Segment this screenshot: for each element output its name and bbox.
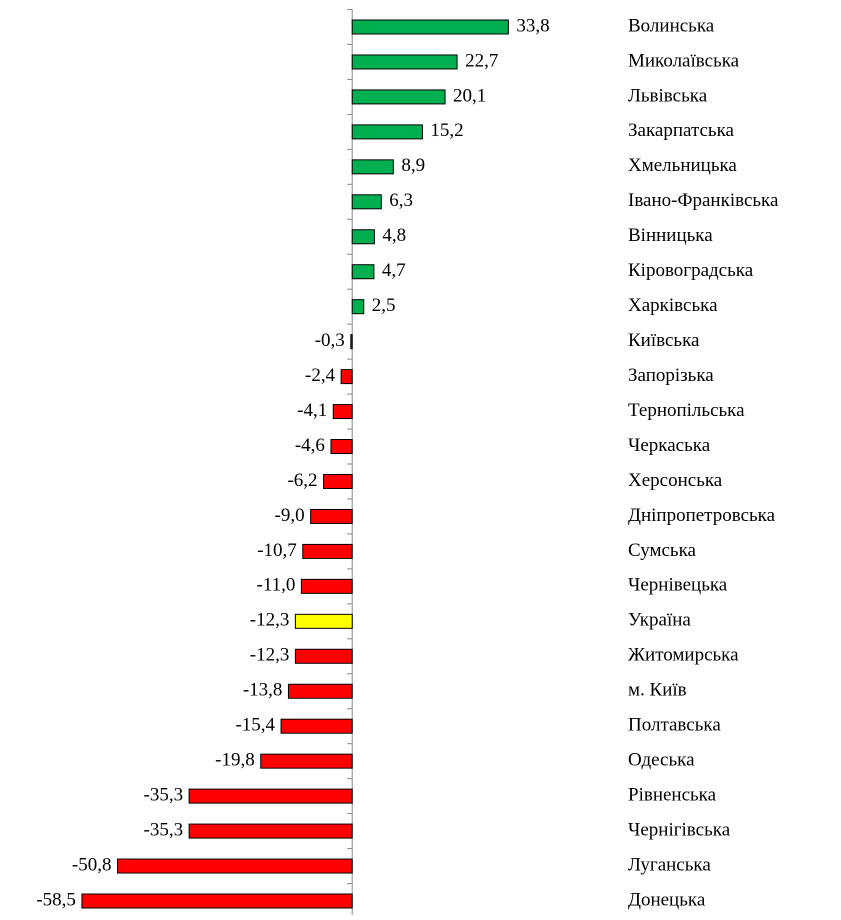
value-label: 33,8 xyxy=(516,15,549,36)
value-label: -50,8 xyxy=(72,854,112,875)
value-label: -19,8 xyxy=(215,750,255,771)
value-label: 4,7 xyxy=(382,260,406,281)
value-label: -2,4 xyxy=(305,365,336,386)
category-label: Донецька xyxy=(628,889,706,910)
category-label: Чернігівська xyxy=(628,819,731,840)
category-label: Запорізька xyxy=(628,365,714,386)
value-label: -9,0 xyxy=(275,505,305,526)
category-label: Черкаська xyxy=(628,435,711,456)
category-label: Волинська xyxy=(628,15,715,36)
value-label: -4,6 xyxy=(295,435,325,456)
bar xyxy=(351,194,382,210)
category-label: Полтавська xyxy=(628,715,721,736)
bar xyxy=(340,369,353,385)
bar xyxy=(260,753,353,769)
bar xyxy=(310,508,353,524)
bar xyxy=(351,89,446,105)
bar xyxy=(294,613,353,629)
value-label: -12,3 xyxy=(250,645,290,666)
bar xyxy=(323,473,353,489)
category-label: Кіровоградська xyxy=(628,260,754,281)
category-label: Тернопільська xyxy=(628,400,745,421)
value-label: -10,7 xyxy=(257,540,297,561)
category-label: Одеська xyxy=(628,750,695,771)
category-label: Закарпатська xyxy=(628,120,735,141)
value-label: -35,3 xyxy=(144,819,184,840)
value-label: -15,4 xyxy=(235,715,275,736)
bar xyxy=(351,229,375,245)
bar xyxy=(81,893,353,909)
bar xyxy=(332,404,353,420)
bar xyxy=(350,334,353,350)
value-label: -13,8 xyxy=(243,680,283,701)
value-label: 20,1 xyxy=(453,85,486,106)
value-label: 6,3 xyxy=(389,190,413,211)
value-label: -4,1 xyxy=(297,400,327,421)
value-label: -12,3 xyxy=(250,610,290,631)
bar xyxy=(300,578,353,594)
category-label: Миколаївська xyxy=(628,50,740,71)
category-label: Київська xyxy=(628,330,700,351)
value-label: -0,3 xyxy=(315,330,345,351)
value-label: -11,0 xyxy=(257,575,296,596)
category-label: Луганська xyxy=(628,854,711,875)
category-label: Сумська xyxy=(628,540,697,561)
bar xyxy=(330,439,353,455)
value-label: 2,5 xyxy=(372,295,396,316)
bar xyxy=(188,823,353,839)
category-label: Чернівецька xyxy=(628,575,728,596)
category-label: Львівська xyxy=(628,85,708,106)
category-label: Івано-Франківська xyxy=(628,190,779,211)
bar xyxy=(280,718,353,734)
value-label: -6,2 xyxy=(287,470,317,491)
bar xyxy=(294,648,353,664)
bar xyxy=(287,683,353,699)
bar xyxy=(351,299,365,315)
value-label: -58,5 xyxy=(36,889,76,910)
value-label: 4,8 xyxy=(382,225,406,246)
category-label: Хмельницька xyxy=(628,155,737,176)
category-label: Житомирська xyxy=(628,645,739,666)
category-label: Херсонська xyxy=(628,470,723,491)
category-label: Харківська xyxy=(628,295,718,316)
category-label: м. Київ xyxy=(628,680,687,701)
value-label: 22,7 xyxy=(465,50,498,71)
bar xyxy=(351,124,423,140)
value-label: 8,9 xyxy=(401,155,425,176)
value-label: 15,2 xyxy=(430,120,463,141)
bar xyxy=(351,19,509,35)
category-label: Україна xyxy=(628,610,691,631)
bar xyxy=(188,788,353,804)
category-label: Рівненська xyxy=(628,784,717,805)
bar xyxy=(302,543,353,559)
bar xyxy=(351,159,394,175)
bar xyxy=(351,54,458,70)
category-label: Дніпропетровська xyxy=(628,505,776,526)
category-label: Вінницька xyxy=(628,225,713,246)
bar xyxy=(351,264,375,280)
value-label: -35,3 xyxy=(144,784,184,805)
bar xyxy=(117,858,353,874)
